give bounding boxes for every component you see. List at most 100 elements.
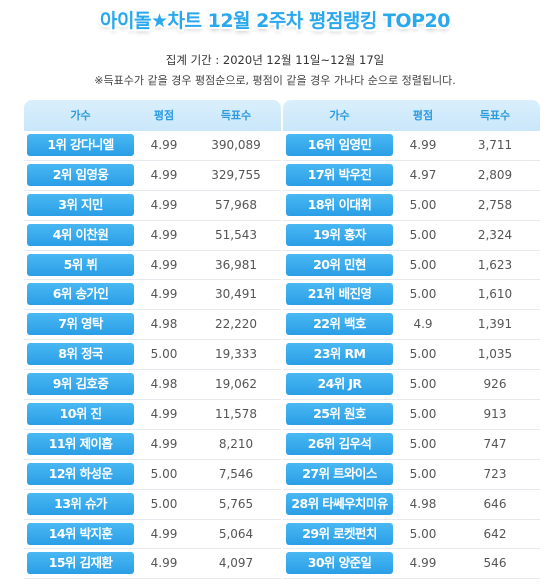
votes-value: 5,765 [218,496,254,511]
table-row: 28위 타쎄우치미유 4.98 646 [283,490,540,520]
table-row: 1위 강다니엘 4.99 390,089 [24,131,281,161]
page-title: 아이돌★차트 12월 2주차 평점랭킹 TOP20 [100,10,450,32]
votes-value: 7,546 [218,466,254,481]
singer-name: 7위 영탁 [27,313,134,336]
table-row: 11위 제이홉 4.99 8,210 [24,430,281,460]
votes-value: 51,543 [215,227,257,242]
score-value: 4.97 [409,167,437,182]
votes-value: 1,035 [477,347,513,362]
votes-value: 8,210 [218,436,254,451]
singer-name: 6위 송가인 [27,283,134,306]
score-value: 4.99 [150,197,178,212]
votes-value: 11,578 [215,407,257,422]
votes-value: 4,097 [218,556,254,571]
votes-value: 747 [483,436,507,451]
table-row: 27위 트와이스 5.00 723 [283,460,540,490]
score-value: 5.00 [409,466,437,481]
table-row: 24위 JR 5.00 926 [283,370,540,401]
table-row: 25위 원호 5.00 913 [283,400,540,430]
score-value: 5.00 [409,197,437,212]
header-singer: 가수 [329,109,350,122]
table-body-left: 1위 강다니엘 4.99 390,089 2위 임영웅 4.99 329,755 3위 지민… [24,131,281,580]
table-row: 23위 RM 5.00 1,035 [283,340,540,371]
table-row: 3위 지민 4.99 57,968 [24,191,281,221]
votes-value: 1,623 [477,257,513,272]
votes-value: 19,062 [215,377,257,392]
score-value: 4.99 [150,526,178,541]
score-value: 5.00 [409,526,437,541]
table-row: 22위 백호 4.9 1,391 [283,310,540,341]
table-row: 21위 배진영 5.00 1,610 [283,280,540,311]
score-value: 4.99 [150,556,178,571]
table-row: 7위 영탁 4.98 22,220 [24,310,281,341]
singer-name: 26위 김우석 [286,432,393,455]
score-value: 4.99 [150,407,178,422]
table-row: 8위 정국 5.00 19,333 [24,340,281,371]
votes-value: 723 [483,466,507,481]
table-row: 20위 민현 5.00 1,623 [283,251,540,281]
singer-name: 12위 하성운 [27,462,134,485]
score-value: 4.99 [150,257,178,272]
votes-value: 3,711 [477,138,513,152]
table-row: 15위 김재환 4.99 4,097 [24,549,281,580]
score-value: 4.98 [409,496,437,511]
table-row: 19위 홍자 5.00 2,324 [283,221,540,251]
singer-name: 22위 백호 [286,313,393,336]
table-row: 12위 하성운 5.00 7,546 [24,460,281,490]
votes-value: 913 [483,407,507,422]
table-row: 29위 로켓펀치 5.00 642 [283,520,540,550]
score-value: 4.98 [150,317,178,332]
table-row: 9위 김호중 4.98 19,062 [24,370,281,401]
table-row: 6위 송가인 4.99 30,491 [24,280,281,311]
votes-value: 2,324 [477,227,513,242]
votes-value: 329,755 [211,167,261,182]
score-value: 5.00 [409,257,437,272]
score-value: 5.00 [409,377,437,392]
singer-name: 1위 강다니엘 [27,134,134,156]
singer-name: 18위 이대휘 [286,193,393,216]
header-score: 평점 [153,109,175,122]
singer-name: 28위 타쎄우치미유 [286,492,393,515]
score-value: 5.00 [409,347,437,362]
votes-value: 646 [483,496,507,511]
singer-name: 17위 박우진 [286,163,393,186]
votes-value: 19,333 [215,347,257,362]
score-value: 4.99 [150,167,178,182]
table-header-right: 가수 평점 득표수 [283,100,540,131]
header-singer: 가수 [70,109,91,122]
singer-name: 23위 RM [286,343,393,366]
singer-name: 25위 원호 [286,403,393,426]
singer-name: 8위 정국 [27,343,134,366]
singer-name: 11위 제이홉 [27,432,134,455]
table-row: 5위 뷔 4.99 36,981 [24,251,281,281]
score-value: 4.98 [150,377,178,392]
singer-name: 10위 진 [27,403,134,426]
singer-name: 13위 슈가 [27,492,134,515]
score-value: 5.00 [409,436,437,451]
table-body-right: 16위 임영민 4.99 3,711 17위 박우진 4.97 2,809 18위 이대휘 5… [283,131,540,580]
singer-name: 29위 로켓펀치 [286,522,393,545]
table-row: 2위 임영웅 4.99 329,755 [24,161,281,191]
title-wrap: 아이돌★차트 12월 2주차 평점랭킹 TOP20 [0,6,550,33]
singer-name: 24위 JR [286,373,393,396]
votes-value: 22,220 [215,317,257,332]
votes-value: 1,391 [477,317,513,332]
singer-name: 3위 지민 [27,193,134,216]
header-score: 평점 [412,109,434,122]
table-row: 14위 박지훈 4.99 5,064 [24,520,281,550]
votes-value: 642 [483,526,507,541]
score-value: 4.9 [413,317,433,332]
score-value: 5.00 [150,347,178,362]
collection-period: 집계 기간 : 2020년 12월 11일~12월 17일 [165,53,385,67]
singer-name: 2위 임영웅 [27,163,134,186]
table-header-left: 가수 평점 득표수 [24,100,281,131]
sorting-note: ※득표수가 같을 경우 평점순으로, 평점이 같을 경우 가나다 순으로 정렬됩… [94,74,456,87]
singer-name: 14위 박지훈 [27,522,134,545]
singer-name: 27위 트와이스 [286,462,393,485]
singer-name: 15위 김재환 [27,552,134,575]
score-value: 5.00 [409,287,437,302]
votes-value: 926 [483,377,507,392]
ranking-table-left: 가수 평점 득표수 1위 강다니엘 4.99 390,089 2위 임영웅 4.99 32… [24,100,281,580]
table-row: 10위 진 4.99 11,578 [24,400,281,430]
singer-name: 16위 임영민 [286,134,393,156]
